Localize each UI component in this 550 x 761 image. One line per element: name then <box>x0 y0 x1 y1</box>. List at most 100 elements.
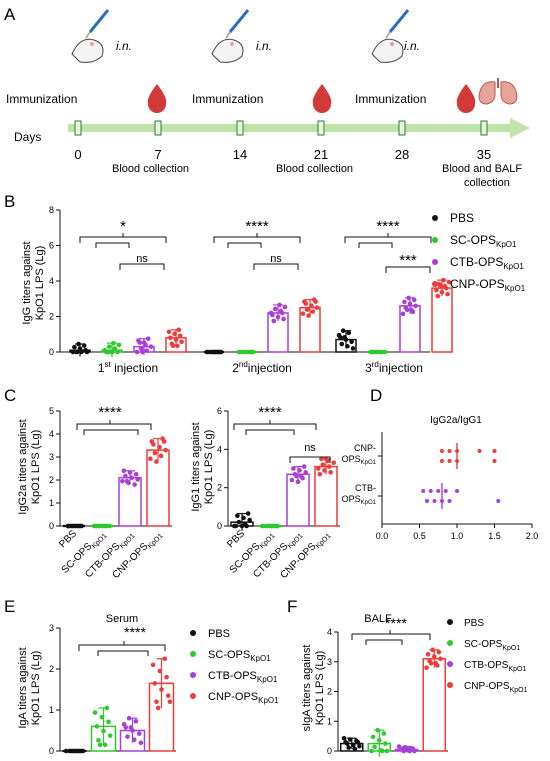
sig-label: **** <box>124 624 146 640</box>
data-point <box>134 349 140 355</box>
x-tick-sub: KpO1 <box>147 533 165 551</box>
legend-label: SC-OPS <box>208 649 250 661</box>
data-point <box>235 513 240 518</box>
x-tick-label: CNP-OPSKpO1 <box>278 528 332 582</box>
x-tick-base: PBS <box>57 528 79 550</box>
x-tick-sub: KpO1 <box>91 533 109 551</box>
legend-label: PBS <box>208 628 230 640</box>
data-point <box>336 332 342 338</box>
data-point <box>424 665 429 670</box>
y-tick-label: 0 <box>49 746 54 756</box>
data-point <box>282 304 288 310</box>
x-tick-num: 2 <box>232 361 239 375</box>
y-axis-label: IgG1 titers against <box>190 422 202 511</box>
data-point <box>328 470 333 475</box>
x-tick-num: 3 <box>365 361 372 375</box>
pipette-mouse-icon <box>371 9 410 63</box>
data-point <box>148 456 153 462</box>
y-tick-label: 3 <box>49 623 54 633</box>
data-point <box>125 734 130 739</box>
significance-brackets <box>79 233 432 273</box>
data-point <box>400 311 406 317</box>
data-point <box>354 738 359 744</box>
data-point <box>304 307 310 312</box>
blood-drop-icon <box>312 84 332 113</box>
chart-title: Serum <box>106 613 138 625</box>
data-point <box>381 731 387 736</box>
legend-label: PBS <box>464 618 484 629</box>
data-point <box>152 681 158 686</box>
svg-text:CTB-OPSKpO1: CTB-OPSKpO1 <box>464 660 526 673</box>
route-label: i.n. <box>256 39 272 53</box>
svg-text:CTB-OPSKpO1: CTB-OPSKpO1 <box>208 670 278 684</box>
x-tick-base: PBS <box>225 528 247 550</box>
data-point <box>369 748 374 754</box>
data-point <box>164 674 169 680</box>
y-tick-label: OPSKpO1 <box>342 494 377 506</box>
data-point <box>132 482 137 487</box>
data-point <box>106 719 111 725</box>
sig-label: ns <box>136 253 148 265</box>
significance-brackets <box>76 420 152 435</box>
data-point <box>413 303 418 309</box>
panel-c: C IgG2a titers against KpO1 LPS (Lg) 0 1 2… <box>4 386 340 582</box>
blood-drop-icon <box>147 84 167 113</box>
data-point <box>447 449 452 453</box>
legend-sub: KpO1 <box>505 284 526 293</box>
data-point <box>166 329 172 335</box>
data-point <box>346 745 351 750</box>
panel-a: A i.n. i.n. i.n. Immunization Immunizati… <box>4 5 530 189</box>
immunization-label: Immunization <box>192 92 263 106</box>
data-point <box>320 462 326 467</box>
significance-brackets <box>351 630 431 645</box>
data-point <box>352 746 358 752</box>
x-tick-sub: KpO1 <box>259 533 277 551</box>
data-point <box>150 662 156 668</box>
data-point <box>301 464 307 469</box>
data-point <box>331 460 337 466</box>
data-point <box>326 464 332 469</box>
significance-brackets <box>233 420 331 463</box>
sig-label: ns <box>270 253 282 265</box>
y-tick-label: 0 <box>217 521 222 531</box>
y-tick-base: OPS <box>342 454 361 464</box>
legend-label: CTB-OPS <box>208 670 257 682</box>
data-point <box>136 731 142 736</box>
x-tick-label: 1.5 <box>488 531 501 541</box>
y-tick-label: 2 <box>49 475 54 485</box>
data-point <box>133 718 139 724</box>
data-point <box>158 453 164 459</box>
data-point <box>314 305 320 310</box>
route-label: i.n. <box>116 39 132 53</box>
legend-label: SC-OPS <box>464 639 503 650</box>
data-point <box>97 742 103 748</box>
x-tick-label: 1st injection <box>98 360 158 375</box>
svg-text:CNP-OPSKpO1: CNP-OPSKpO1 <box>464 681 528 694</box>
x-tick-label: 2ndinjection <box>232 360 292 375</box>
data-point <box>370 734 376 740</box>
timeline-marker <box>154 120 162 136</box>
data-point <box>436 649 442 655</box>
svg-text:CNP-OPSKpO1: CNP-OPSKpO1 <box>208 691 279 705</box>
panel-label-e: E <box>4 597 15 616</box>
x-tick-label: 3rdinjection <box>365 360 423 375</box>
data-point <box>106 344 112 349</box>
day-label: 21 <box>314 147 328 162</box>
data-point <box>295 479 301 485</box>
panel-f: F BALF sIgA titers against KpO1 LPS (Lg)… <box>287 597 528 757</box>
data-point <box>302 299 307 304</box>
y-tick-label: 4 <box>327 627 332 637</box>
data-point <box>271 318 277 324</box>
panel-d: D IgG2a/IgG1 0.0 0.5 1.0 1.5 2.0CNP-OPSKpO1C… <box>342 386 539 541</box>
data-point <box>179 339 184 345</box>
sig-label: **** <box>258 404 282 421</box>
data-point <box>177 333 183 339</box>
y-tick-label: 2 <box>49 664 54 674</box>
day-label: 28 <box>395 147 409 162</box>
y-axis-label: sIgA titers against <box>301 645 313 732</box>
data-point <box>357 743 362 749</box>
data-point <box>144 348 150 353</box>
day-label: 7 <box>154 147 161 162</box>
significance-brackets <box>78 641 166 656</box>
